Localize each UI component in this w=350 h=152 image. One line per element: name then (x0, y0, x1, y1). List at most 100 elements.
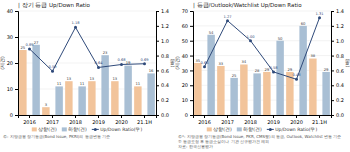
marker (97, 66, 100, 69)
tick-label: 2020 (290, 119, 303, 125)
panel: 3533342929385425285060290.651.271.000.58… (175, 2, 350, 132)
line-label: 0.59 (48, 65, 57, 69)
x-tick: 2016 (23, 115, 36, 125)
line (205, 18, 320, 80)
tick-mark (250, 115, 251, 118)
y-tick: 0 (185, 112, 193, 118)
bar (194, 63, 201, 115)
legend-swatch (62, 127, 67, 131)
tick-mark (156, 56, 159, 57)
tick-mark (273, 115, 274, 118)
bar (276, 41, 283, 115)
y2-tick: 0.6 (331, 68, 344, 74)
title: | 장기 등급 Up/Down Ratio (18, 2, 91, 9)
tick-mark (190, 41, 193, 42)
tick-mark (156, 115, 159, 116)
bar (42, 107, 49, 115)
y2-tick: 0.0 (156, 112, 169, 118)
grid (18, 11, 156, 115)
y-tick: 40 (182, 53, 193, 59)
tick-label: 21.1H (137, 119, 152, 125)
tick-mark (15, 63, 18, 64)
tick-label: 10 (7, 86, 13, 92)
tick-label: 0.8 (336, 53, 344, 59)
tick-label: 0.0 (161, 112, 169, 118)
grid (193, 11, 331, 115)
marker (295, 78, 298, 81)
legend-item: Up/Down Ratio(우) (92, 127, 143, 132)
x-tick: 2016 (198, 115, 211, 125)
tick-mark (331, 100, 334, 101)
marker (120, 63, 123, 66)
tick-label: 2017 (221, 119, 234, 125)
tick-mark (331, 85, 334, 86)
tick-label: 21.1H (312, 119, 327, 125)
marker (318, 16, 321, 19)
tick-mark (331, 115, 334, 116)
tick-label: 0.6 (161, 68, 169, 74)
tick-mark (121, 115, 122, 118)
bar (55, 86, 62, 115)
axis-line (194, 116, 332, 119)
annotation: 자료: 한국신용평가 (178, 144, 213, 149)
tick-label: 0.6 (336, 68, 344, 74)
tick-label: 20 (182, 82, 188, 88)
bar-label: 29 (324, 67, 329, 72)
tick-mark (156, 11, 159, 12)
line-label: 1.00 (246, 35, 255, 39)
bar-label: 34 (241, 59, 246, 64)
line-label: 0.65 (200, 61, 208, 65)
y2-axis: 0.00.20.40.60.81.01.21.4 (156, 8, 169, 118)
y-tick: 60 (182, 23, 193, 29)
tick-label: 50 (182, 38, 188, 44)
line-label: 0.69 (140, 58, 149, 62)
legend: 상향(건)하향(건)Up/Down Ratio(우) (32, 127, 143, 132)
line-label: 0.64 (94, 61, 103, 65)
tick-label: 1.2 (336, 23, 344, 29)
bar (19, 50, 26, 115)
line-label: 0.48 (292, 73, 301, 77)
y2-tick: 0.8 (331, 53, 344, 59)
bar-label: 54 (209, 30, 214, 35)
x-tick: 2018 (244, 115, 257, 125)
grid-line (193, 25, 331, 26)
legend: 상향(건)하향(건)Up/Down Ratio(우) (207, 127, 318, 132)
x-tick: 2020 (290, 115, 303, 125)
tick-mark (156, 41, 159, 42)
legend-swatch (32, 127, 37, 131)
x-tick: 2020 (115, 115, 128, 125)
tick-label: 40 (182, 53, 188, 59)
bar-label: 19 (126, 60, 131, 65)
tick-label: 2017 (46, 119, 59, 125)
legend-item: Up/Down Ratio(우) (267, 127, 318, 132)
bar-label: 50 (278, 36, 283, 41)
axis-line (190, 12, 194, 116)
tick-mark (296, 115, 297, 118)
tick-mark (156, 26, 159, 27)
marker (203, 65, 206, 68)
bar (207, 35, 214, 115)
line-label: 1.18 (71, 21, 80, 25)
bar-label: 60 (301, 21, 306, 26)
bar (65, 81, 72, 115)
tick-mark (98, 115, 99, 118)
y-tick: 70 (182, 8, 193, 14)
y-axis-title: (제건) (175, 56, 180, 70)
tick-label: 40 (7, 8, 13, 14)
bar-label: 33 (218, 61, 223, 66)
tick-mark (156, 70, 159, 71)
y2-tick: 1.4 (156, 8, 169, 14)
bar-label: 27 (34, 40, 39, 45)
bar (263, 72, 270, 115)
bar-label: 11 (135, 81, 140, 86)
tick-label: 10 (182, 97, 188, 103)
tick-label: 1.4 (336, 8, 344, 14)
data-labels: 3533342929385425285060290.651.271.000.58… (195, 12, 329, 78)
bar (124, 66, 131, 115)
y-axis: 010203040 (7, 8, 19, 118)
data-labels: 253131313112711112319160.890.591.180.640… (20, 21, 154, 107)
tick-mark (331, 70, 334, 71)
y2-tick: 1.0 (331, 38, 344, 44)
tick-mark (156, 100, 159, 101)
tick-label: 2016 (198, 119, 211, 125)
